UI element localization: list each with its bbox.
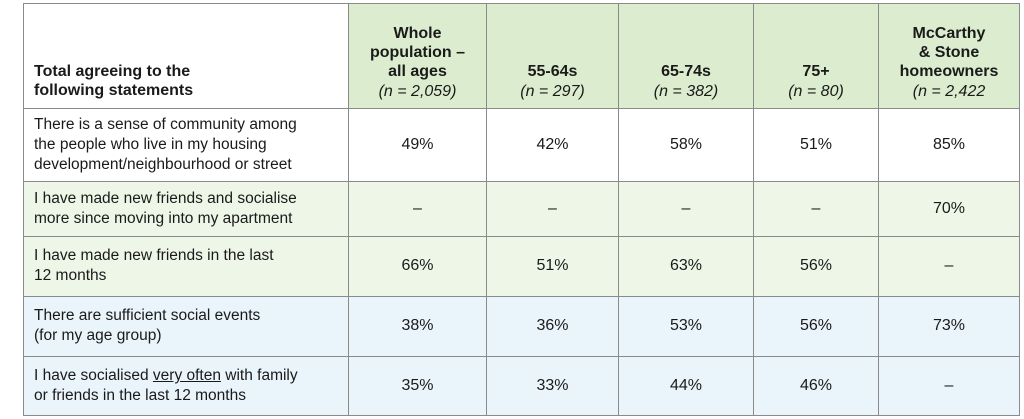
statement-text: with family or friends in the last 12 mo… bbox=[34, 367, 298, 405]
cell-value: 58% bbox=[618, 108, 754, 183]
cell-value: 56% bbox=[753, 235, 879, 297]
cell-value: 46% bbox=[753, 356, 879, 416]
cell-value: – bbox=[486, 181, 619, 237]
survey-table: Total agreeing to the following statemen… bbox=[23, 2, 1020, 416]
cell-value: 33% bbox=[486, 356, 619, 416]
cell-value: 42% bbox=[486, 108, 619, 183]
column-sample-size: (n = 2,059) bbox=[378, 83, 457, 101]
cell-value: 36% bbox=[486, 295, 619, 358]
column-sample-size: (n = 297) bbox=[520, 83, 585, 101]
cell-value: 73% bbox=[878, 295, 1020, 358]
cell-value: 51% bbox=[486, 235, 619, 297]
cell-value: – bbox=[753, 181, 879, 237]
column-title: Whole population – all ages bbox=[369, 25, 466, 81]
stub-header: Total agreeing to the following statemen… bbox=[23, 2, 349, 110]
column-header-mccarthy-stone: McCarthy & Stone homeowners (n = 2,422 bbox=[878, 2, 1020, 110]
table-row: I have made new friends in the last 12 m… bbox=[23, 235, 1020, 297]
cell-value: – bbox=[618, 181, 754, 237]
statement-text: I have socialised bbox=[34, 367, 153, 385]
cell-value: – bbox=[878, 235, 1020, 297]
cell-value: 56% bbox=[753, 295, 879, 358]
table-header-row: Total agreeing to the following statemen… bbox=[23, 2, 1020, 110]
table-row: I have socialised very often with family… bbox=[23, 356, 1020, 416]
column-header-75-plus: 75+ (n = 80) bbox=[753, 2, 879, 110]
table-row: There are sufficient social events (for … bbox=[23, 295, 1020, 358]
stub-header-label: Total agreeing to the following statemen… bbox=[34, 63, 194, 100]
cell-value: – bbox=[878, 356, 1020, 416]
column-sample-size: (n = 382) bbox=[653, 83, 719, 101]
column-title: 65-74s bbox=[661, 63, 711, 81]
row-statement: I have socialised very often with family… bbox=[23, 356, 349, 416]
cell-value: 44% bbox=[618, 356, 754, 416]
statement-underlined-text: very often bbox=[152, 367, 221, 385]
row-statement: There is a sense of community among the … bbox=[23, 108, 349, 183]
cell-value: 53% bbox=[618, 295, 754, 358]
column-sample-size: (n = 80) bbox=[788, 83, 844, 101]
column-title: 75+ bbox=[802, 63, 830, 81]
column-sample-size: (n = 2,422 bbox=[912, 83, 986, 101]
row-statement: I have made new friends in the last 12 m… bbox=[23, 235, 349, 297]
column-header-whole-population: Whole population – all ages (n = 2,059) bbox=[348, 2, 487, 110]
table-row: There is a sense of community among the … bbox=[23, 108, 1020, 183]
cell-value: 38% bbox=[348, 295, 487, 358]
row-statement: There are sufficient social events (for … bbox=[23, 295, 349, 358]
cell-value: 51% bbox=[753, 108, 879, 183]
cell-value: 85% bbox=[878, 108, 1020, 183]
cell-value: 49% bbox=[348, 108, 487, 183]
cell-value: 63% bbox=[618, 235, 754, 297]
row-statement: I have made new friends and socialise mo… bbox=[23, 181, 349, 237]
cell-value: 35% bbox=[348, 356, 487, 416]
column-title: McCarthy & Stone homeowners bbox=[899, 25, 999, 81]
table-row: I have made new friends and socialise mo… bbox=[23, 181, 1020, 237]
column-header-65-74: 65-74s (n = 382) bbox=[618, 2, 754, 110]
column-title: 55-64s bbox=[527, 63, 578, 81]
cell-value: 66% bbox=[348, 235, 487, 297]
column-header-55-64: 55-64s (n = 297) bbox=[486, 2, 619, 110]
cell-value: 70% bbox=[878, 181, 1020, 237]
cell-value: – bbox=[348, 181, 487, 237]
